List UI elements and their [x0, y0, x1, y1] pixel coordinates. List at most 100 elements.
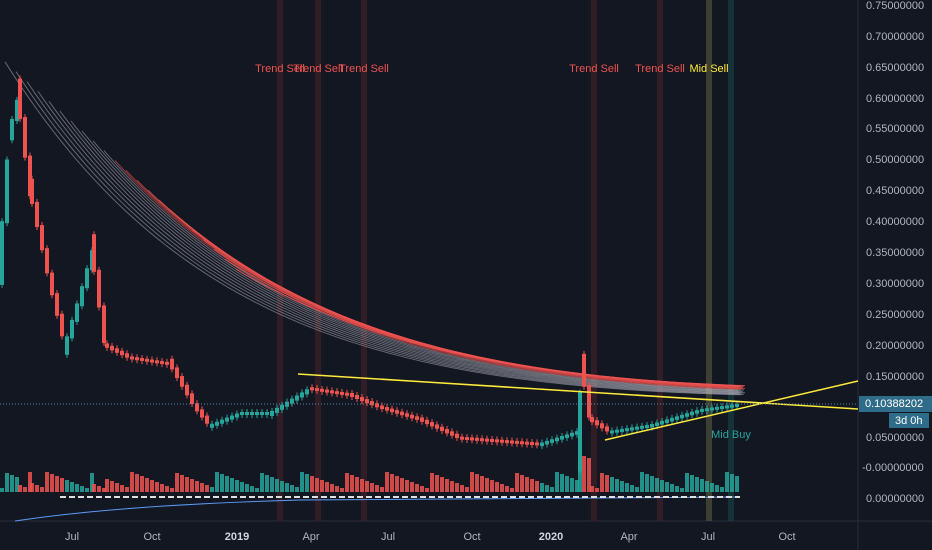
- candle-body: [405, 413, 409, 417]
- volume-bar: [130, 472, 134, 492]
- candle-body: [670, 417, 674, 422]
- volume-bar: [28, 472, 32, 492]
- volume-bar: [70, 482, 74, 492]
- countdown-tag: [889, 413, 929, 428]
- volume-bar: [260, 473, 264, 492]
- candle-body: [315, 388, 319, 392]
- volume-bar: [582, 456, 586, 492]
- candle-body: [660, 420, 664, 425]
- volume-bar: [115, 483, 119, 492]
- candle-body: [85, 268, 89, 289]
- volume-bar: [155, 482, 159, 492]
- volume-bar: [415, 484, 419, 492]
- candle-body: [380, 405, 384, 410]
- signal-label: Mid Buy: [711, 429, 751, 441]
- candle-body: [640, 425, 644, 429]
- candle-body: [15, 99, 19, 122]
- candle-body: [610, 430, 614, 434]
- candle-body: [480, 438, 484, 442]
- countdown-text: 3d 0h: [895, 415, 923, 427]
- candle-body: [710, 407, 714, 411]
- volume-bar: [530, 479, 534, 492]
- candle-body: [375, 403, 379, 408]
- signal-band: [315, 0, 321, 521]
- candle-body: [145, 358, 149, 362]
- candle-body: [575, 431, 579, 435]
- candle-body: [160, 361, 164, 365]
- price-label: 0.70000000: [866, 31, 924, 43]
- candle-body: [730, 404, 734, 408]
- trend-line: [604, 380, 859, 441]
- ribbon: [26, 81, 740, 395]
- candle-body: [582, 353, 586, 387]
- volume-bar: [490, 480, 494, 492]
- volume-bar: [430, 473, 434, 492]
- price-tag-text: 0.10388202: [865, 398, 923, 410]
- time-label: Apr: [302, 531, 319, 543]
- candle-body: [435, 424, 439, 429]
- volume-bar: [145, 478, 149, 492]
- volume-bar: [55, 476, 59, 492]
- candle-body: [510, 440, 514, 444]
- signal-label: Trend Sell: [635, 63, 685, 75]
- volume-bar: [380, 487, 384, 492]
- candle-body: [35, 201, 39, 228]
- volume-bar: [5, 473, 9, 492]
- candle-body: [225, 417, 229, 422]
- candle-body: [28, 155, 32, 197]
- volume-bar: [60, 478, 64, 492]
- candle-body: [515, 440, 519, 444]
- candle-body: [120, 350, 124, 356]
- signal-label: Trend Sell: [255, 63, 305, 75]
- volume-bar: [495, 482, 499, 492]
- candle-body: [18, 78, 22, 120]
- volume-bar: [97, 486, 101, 492]
- candle-body: [520, 441, 524, 445]
- volume-bar: [340, 488, 344, 492]
- volume-bar: [80, 486, 84, 492]
- candle-body: [365, 399, 369, 404]
- candle-body: [245, 411, 249, 415]
- candle-body: [260, 411, 264, 415]
- volume-bar: [560, 474, 564, 492]
- candle-body: [530, 442, 534, 446]
- volume-bar: [135, 474, 139, 492]
- volume-bar: [160, 484, 164, 492]
- candle-body: [165, 361, 169, 365]
- price-label: -0.00000000: [862, 462, 924, 474]
- price-label: 0.35000000: [866, 247, 924, 259]
- candle-body: [235, 413, 239, 418]
- candle-body: [70, 319, 74, 339]
- volume-bar: [405, 480, 409, 492]
- volume-bar: [335, 486, 339, 492]
- candle-body: [578, 392, 582, 472]
- candle-body: [320, 388, 324, 392]
- candle-body: [370, 401, 374, 406]
- candle-body: [50, 272, 54, 296]
- candle-body: [0, 221, 4, 285]
- volume-bar: [350, 475, 354, 492]
- time-label: Oct: [463, 531, 480, 543]
- price-label: 0.45000000: [866, 185, 924, 197]
- volume-bar: [35, 485, 39, 492]
- volume-bar: [15, 477, 19, 492]
- candle-body: [655, 422, 659, 427]
- candle-body: [705, 408, 709, 412]
- volume-bar: [50, 474, 54, 492]
- volume-bar: [700, 479, 704, 492]
- candle-body: [715, 406, 719, 410]
- volume-bar: [685, 473, 689, 492]
- volume-bar: [175, 473, 179, 492]
- candle-body: [60, 313, 64, 337]
- candle-body: [190, 393, 194, 404]
- volume-bar: [395, 476, 399, 492]
- candle-body: [295, 395, 299, 401]
- volume-bar: [520, 475, 524, 492]
- candle-body: [635, 426, 639, 430]
- candle-body: [690, 411, 694, 416]
- volume-bar: [725, 472, 729, 492]
- volume-bar: [620, 481, 624, 492]
- candle-body: [490, 438, 494, 442]
